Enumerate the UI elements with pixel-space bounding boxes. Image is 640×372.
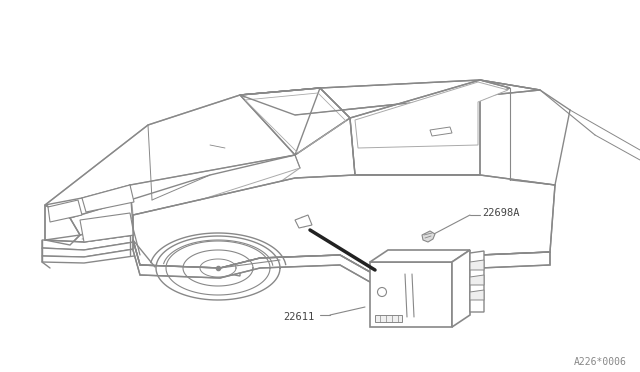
Polygon shape [470, 290, 484, 300]
Polygon shape [130, 155, 300, 215]
Polygon shape [355, 82, 508, 148]
Text: 22611: 22611 [284, 312, 315, 322]
Polygon shape [240, 80, 540, 115]
Polygon shape [370, 250, 470, 262]
Polygon shape [42, 235, 240, 263]
Polygon shape [370, 262, 452, 327]
Polygon shape [350, 80, 510, 175]
Polygon shape [42, 242, 240, 270]
Polygon shape [42, 249, 240, 276]
Polygon shape [470, 260, 484, 270]
Polygon shape [133, 175, 555, 272]
Polygon shape [48, 200, 82, 222]
Polygon shape [45, 205, 80, 245]
Polygon shape [295, 215, 312, 228]
Polygon shape [430, 127, 452, 136]
Polygon shape [133, 240, 550, 282]
Polygon shape [375, 315, 402, 322]
Polygon shape [80, 213, 134, 242]
Text: 22698A: 22698A [482, 208, 520, 218]
Polygon shape [240, 88, 350, 155]
Text: A226*0006: A226*0006 [573, 357, 627, 367]
Polygon shape [45, 88, 320, 218]
Polygon shape [470, 275, 484, 285]
Polygon shape [82, 185, 134, 212]
Polygon shape [422, 231, 435, 242]
Polygon shape [470, 251, 484, 312]
Polygon shape [452, 250, 470, 327]
